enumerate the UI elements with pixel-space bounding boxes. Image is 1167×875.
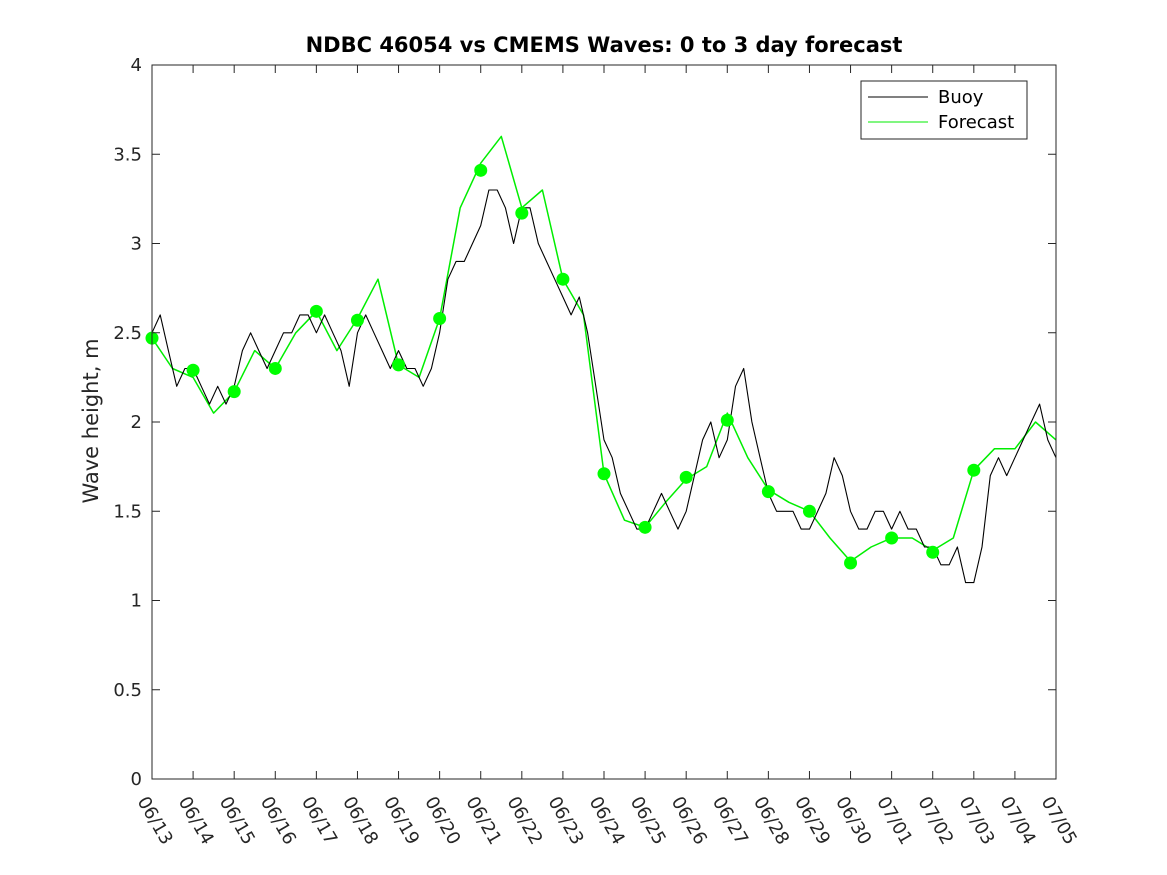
legend-label-buoy: Buoy xyxy=(938,87,984,108)
forecast-marker xyxy=(268,361,282,375)
y-tick-label: 2.5 xyxy=(113,323,142,344)
forecast-marker xyxy=(967,463,981,477)
x-tick-label: 07/04 xyxy=(996,793,1040,848)
forecast-marker xyxy=(350,313,364,327)
x-tick-label: 06/14 xyxy=(174,793,218,848)
x-tick-label: 06/18 xyxy=(338,793,382,848)
forecast-marker xyxy=(433,311,447,325)
forecast-marker xyxy=(597,467,611,481)
x-tick-label: 06/28 xyxy=(749,793,793,848)
chart-title: NDBC 46054 vs CMEMS Waves: 0 to 3 day fo… xyxy=(306,33,903,57)
x-tick-label: 06/16 xyxy=(256,793,300,848)
forecast-marker xyxy=(802,504,816,518)
forecast-marker xyxy=(761,485,775,499)
x-tick-label: 06/26 xyxy=(667,793,711,848)
x-tick-label: 06/27 xyxy=(708,793,752,848)
y-tick-label: 1 xyxy=(131,591,142,612)
x-tick-label: 06/23 xyxy=(544,793,588,848)
x-tick-label: 06/25 xyxy=(626,793,670,848)
y-tick-label: 3 xyxy=(131,234,142,255)
forecast-marker xyxy=(186,363,200,377)
x-tick-label: 06/15 xyxy=(215,793,259,848)
forecast-marker xyxy=(515,206,529,220)
x-tick-label: 06/21 xyxy=(461,793,505,848)
x-tick-label: 06/19 xyxy=(379,793,423,848)
forecast-marker xyxy=(392,358,406,372)
x-tick-label: 07/02 xyxy=(913,793,957,848)
forecast-marker xyxy=(556,272,570,286)
y-tick-label: 0.5 xyxy=(113,680,142,701)
marker-layer xyxy=(145,163,981,570)
x-tick-label: 06/29 xyxy=(790,793,834,848)
legend-label-forecast: Forecast xyxy=(938,112,1014,133)
forecast-marker xyxy=(679,470,693,484)
y-tick-label: 0 xyxy=(131,769,142,790)
x-tick-label: 07/03 xyxy=(954,793,998,848)
forecast-marker xyxy=(844,556,858,570)
forecast-marker xyxy=(227,385,241,399)
legend-box xyxy=(860,80,1028,140)
x-tick-label: 06/13 xyxy=(133,793,177,848)
y-tick-label: 2 xyxy=(131,412,142,433)
plot-area xyxy=(152,65,1056,779)
y-axis-label: Wave height, m xyxy=(79,338,103,503)
x-tick-label: 06/30 xyxy=(831,793,875,848)
y-tick-label: 4 xyxy=(131,55,142,76)
y-tick-label: 1.5 xyxy=(113,501,142,522)
forecast-marker xyxy=(638,520,652,534)
x-tick-label: 06/22 xyxy=(502,793,546,848)
legend: Buoy Forecast xyxy=(860,80,1028,140)
series-line-buoy xyxy=(151,189,1057,584)
x-tick-label: 07/05 xyxy=(1037,793,1081,848)
forecast-marker xyxy=(474,163,488,177)
x-tick-label: 06/24 xyxy=(585,793,629,848)
x-tick-label: 07/01 xyxy=(872,793,916,848)
x-tick-label: 06/17 xyxy=(297,793,341,848)
forecast-marker xyxy=(926,545,940,559)
y-tick-label: 3.5 xyxy=(113,144,142,165)
forecast-marker xyxy=(309,304,323,318)
x-tick-label: 06/20 xyxy=(420,793,464,848)
forecast-marker xyxy=(720,413,734,427)
forecast-marker xyxy=(885,531,899,545)
